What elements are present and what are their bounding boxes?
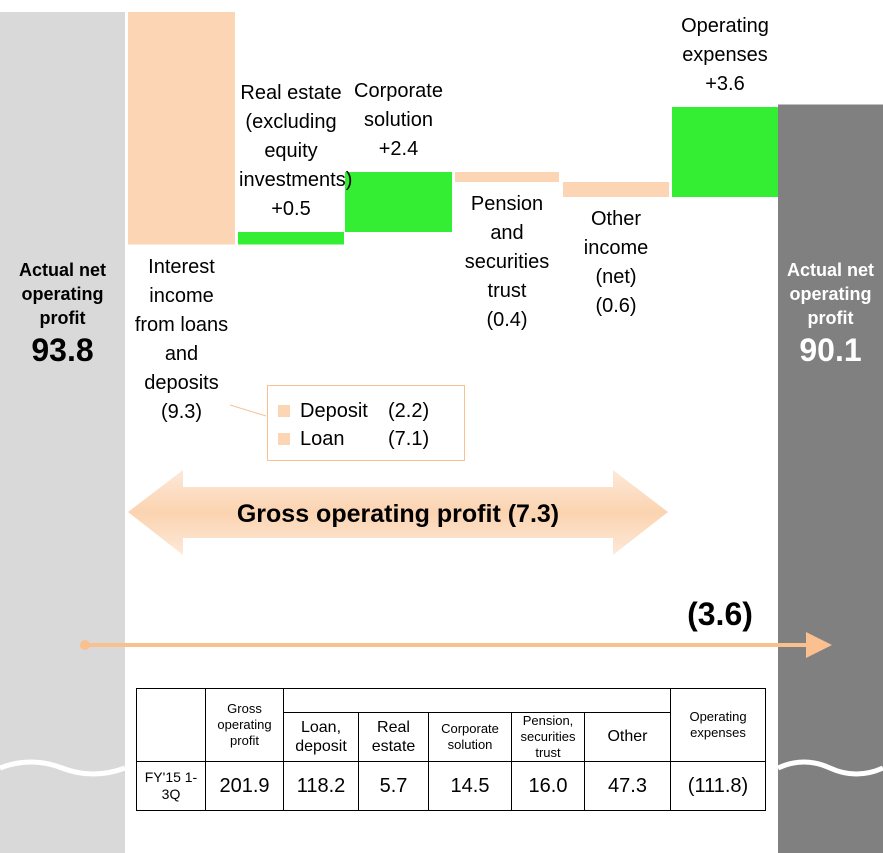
breakdown-item: Loan (7.1) <box>278 428 429 451</box>
cell: 14.5 <box>428 761 512 811</box>
value-label: 90.1 <box>799 332 862 368</box>
total-bar <box>778 104 883 853</box>
cell: (111.8) <box>670 761 766 811</box>
value-label: +2.4 <box>378 138 419 160</box>
value-label: (0.6) <box>595 295 637 317</box>
bar-label: Actual net operating profit 90.1 <box>783 258 879 370</box>
bar <box>672 107 778 197</box>
total-bar <box>0 12 125 853</box>
value-label: 93.8 <box>31 332 94 368</box>
value-label: +0.5 <box>271 198 311 220</box>
cell: 16.0 <box>511 761 585 811</box>
value-label: (0.4) <box>486 309 528 331</box>
bar <box>345 172 452 232</box>
bar <box>455 172 559 182</box>
breakdown-item: Deposit (2.2) <box>278 400 429 423</box>
bar <box>563 182 669 197</box>
break <box>776 759 883 777</box>
header: Pension, securities trust <box>511 712 585 762</box>
category-label: Actual net operating profit <box>18 260 106 328</box>
breakdown-box: Deposit (2.2) Loan (7.1) <box>267 385 465 461</box>
bar-label: Operating expenses +3.6 <box>673 12 777 99</box>
break <box>0 759 126 777</box>
header: Real estate <box>358 712 429 762</box>
value-label: +3.6 <box>705 73 745 95</box>
gross-arrow <box>128 470 668 555</box>
change-dot <box>80 640 90 650</box>
bar-label: Corporate solution +2.4 <box>347 77 451 164</box>
blank-cell <box>283 688 671 713</box>
bar-label: Pension and securities trust (0.4) <box>455 190 559 335</box>
summary-table: Gross operating profit Operating expense… <box>136 688 766 811</box>
breakdown-label: (7.1) <box>388 428 430 450</box>
header: Other <box>584 712 671 762</box>
cell: 5.7 <box>358 761 429 811</box>
cell: FY'15 1-3Q <box>136 761 206 811</box>
legend-connector <box>229 404 267 417</box>
breakdown-name: Loan <box>300 428 345 450</box>
bar <box>238 232 344 245</box>
breakdown-label: (2.2) <box>388 400 430 422</box>
value-label: (9.3) <box>160 400 203 423</box>
category-label: Interest income from loans and deposits <box>134 255 229 394</box>
table-row: FY'15 1-3Q 201.9 118.2 5.7 14.5 16.0 47.3 (111.… <box>136 761 766 811</box>
category-label: Corporate solution <box>354 80 443 131</box>
header: Operating expenses <box>670 688 766 762</box>
bars <box>0 12 883 853</box>
cell: 201.9 <box>205 761 284 811</box>
change-arrowhead <box>806 632 832 658</box>
category-label: Real estate (excluding equity investment… <box>239 82 353 191</box>
bar-label: Actual net operating profit 93.8 <box>15 258 111 370</box>
bar-label: Real estate (excluding equity investment… <box>239 79 352 224</box>
cell: 118.2 <box>283 761 359 811</box>
category-label: Actual net operating profit <box>786 260 874 328</box>
header: Loan, deposit <box>283 712 359 762</box>
breakdown-name: Deposit <box>300 400 368 422</box>
header: Gross operating profit <box>205 688 284 762</box>
gross-label: Gross operating profit (7.3) <box>236 500 560 528</box>
header: Corporate solution <box>428 712 512 762</box>
bar <box>128 12 235 245</box>
bar-label: Interest income from loans and deposits (… <box>130 253 234 427</box>
category-label: Other income (net) <box>583 208 649 288</box>
category-label: Pension and securities trust <box>464 193 550 302</box>
total-change: (3.6) <box>687 596 753 632</box>
blank-cell <box>136 688 206 762</box>
cell: 47.3 <box>584 761 671 811</box>
category-label: Operating expenses <box>681 15 769 66</box>
bar-label: Other income (net) (0.6) <box>564 205 668 321</box>
